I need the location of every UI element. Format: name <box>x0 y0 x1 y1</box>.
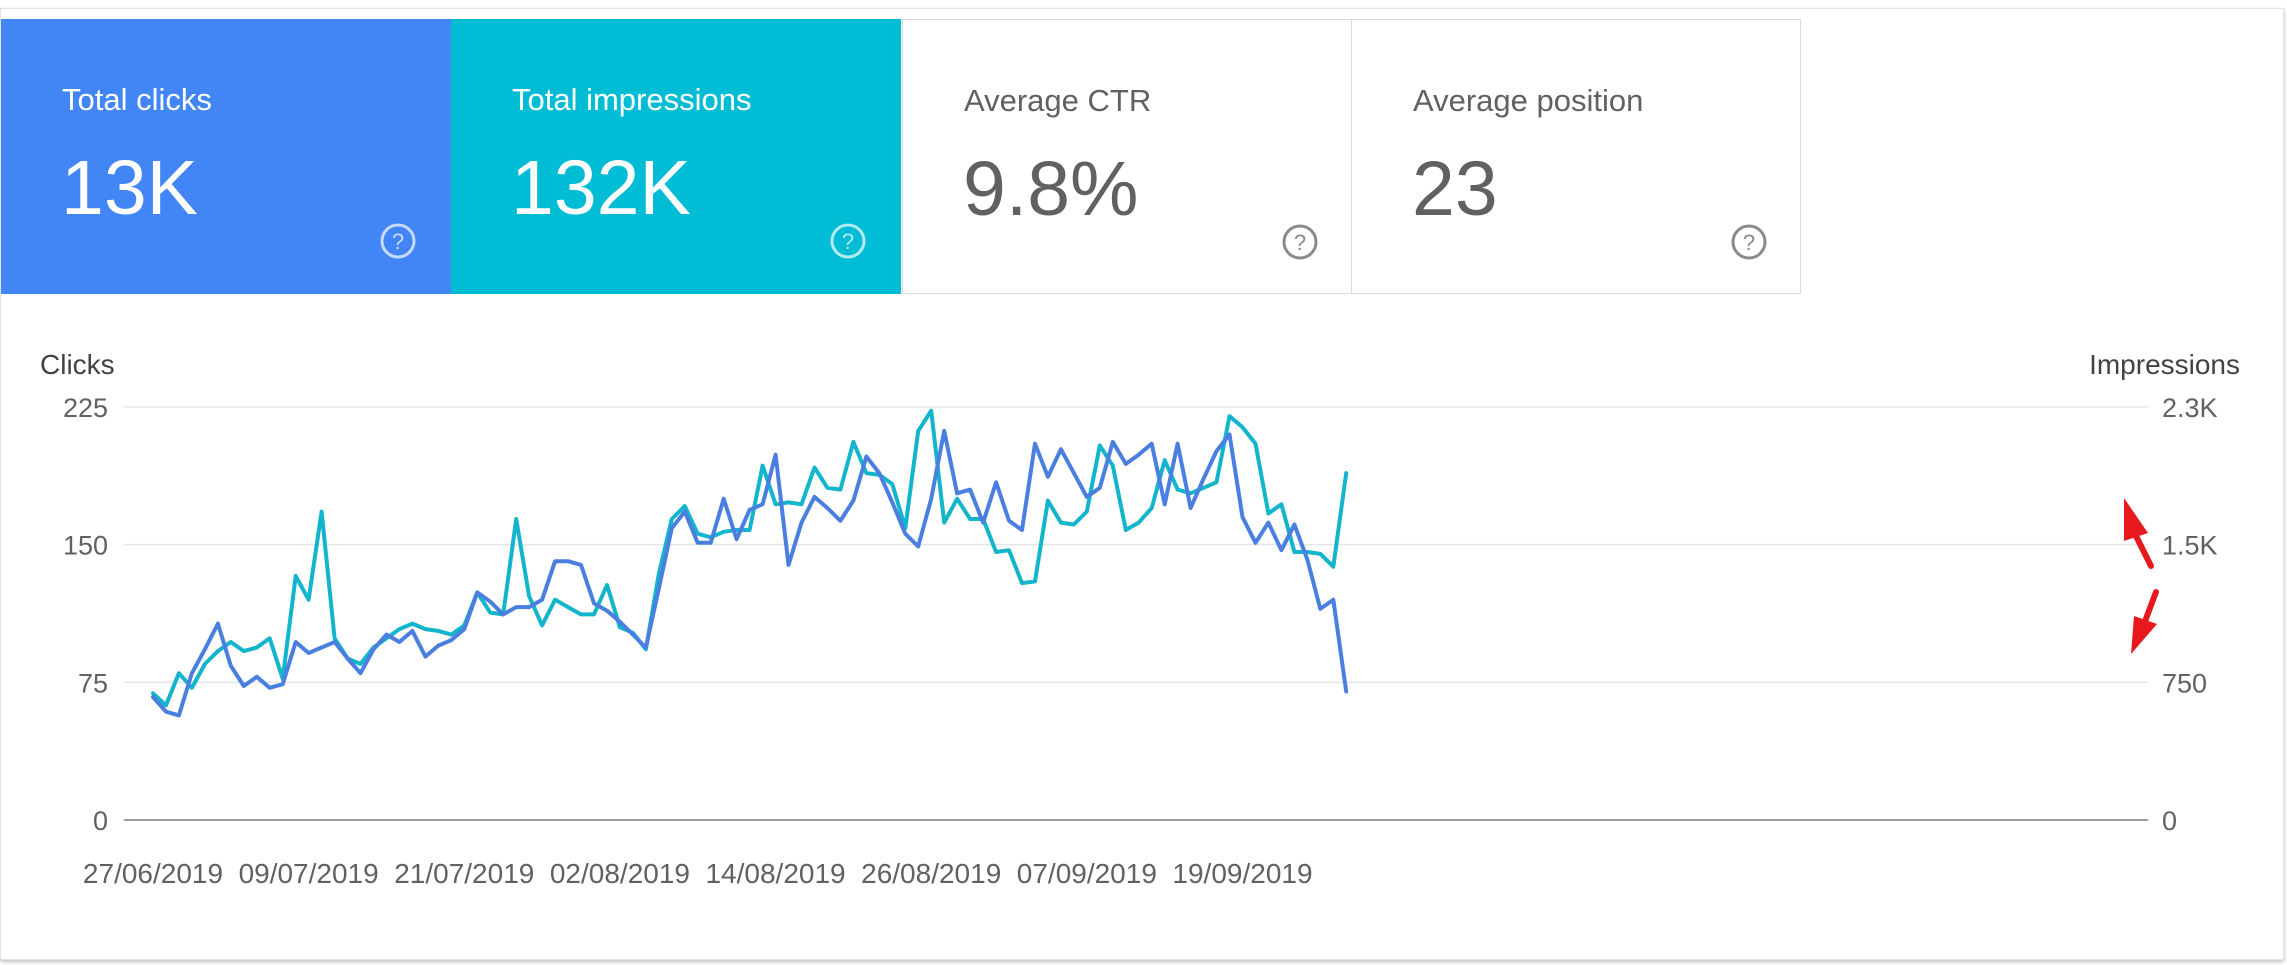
total-clicks-value: 13K <box>61 145 199 231</box>
total-clicks-label: Total clicks <box>62 82 212 117</box>
x-tick-label: 09/07/2019 <box>239 858 379 889</box>
x-tick-label: 26/08/2019 <box>861 858 1001 889</box>
average-position-value: 23 <box>1412 146 1498 232</box>
total-impressions-label: Total impressions <box>512 82 752 117</box>
impressions-series-line <box>151 408 1349 708</box>
x-tick-label: 21/07/2019 <box>394 858 534 889</box>
performance-panel: Total clicks 13K ? Total impressions 132… <box>0 8 2284 960</box>
svg-text:?: ? <box>1294 230 1306 255</box>
y-left-tick-label: 0 <box>93 806 108 836</box>
help-icon[interactable]: ? <box>1281 223 1319 261</box>
svg-text:?: ? <box>842 229 854 254</box>
y-left-axis-label: Clicks <box>40 349 115 380</box>
total-impressions-value: 132K <box>511 145 691 231</box>
annotation-arrows <box>2124 498 2159 654</box>
help-icon[interactable]: ? <box>379 222 417 260</box>
help-icon[interactable]: ? <box>829 222 867 260</box>
y-right-axis-label: Impressions <box>2089 349 2240 380</box>
total-impressions-card[interactable]: Total impressions 132K ? <box>451 19 901 294</box>
svg-text:?: ? <box>1743 230 1755 255</box>
y-left-tick-label: 150 <box>63 531 108 561</box>
x-tick-label: 02/08/2019 <box>550 858 690 889</box>
y-right-tick-label: 2.3K <box>2162 393 2218 423</box>
average-ctr-card[interactable]: Average CTR 9.8% ? <box>902 19 1352 294</box>
y-right-tick-label: 0 <box>2162 806 2177 836</box>
x-tick-label: 07/09/2019 <box>1017 858 1157 889</box>
y-right-tick-label: 1.5K <box>2162 531 2218 561</box>
clicks-series-line <box>151 428 1349 718</box>
x-tick-label: 14/08/2019 <box>705 858 845 889</box>
y-left-tick-label: 75 <box>78 668 108 698</box>
total-clicks-card[interactable]: Total clicks 13K ? <box>1 19 451 294</box>
svg-text:?: ? <box>392 229 404 254</box>
average-ctr-value: 9.8% <box>963 146 1139 232</box>
y-left-tick-label: 225 <box>63 393 108 423</box>
x-tick-label: 27/06/2019 <box>83 858 223 889</box>
y-right-tick-label: 750 <box>2162 668 2207 698</box>
average-ctr-label: Average CTR <box>964 83 1152 118</box>
average-position-label: Average position <box>1413 83 1644 118</box>
help-icon[interactable]: ? <box>1730 223 1768 261</box>
average-position-card[interactable]: Average position 23 ? <box>1351 19 1801 294</box>
x-tick-label: 19/09/2019 <box>1172 858 1312 889</box>
